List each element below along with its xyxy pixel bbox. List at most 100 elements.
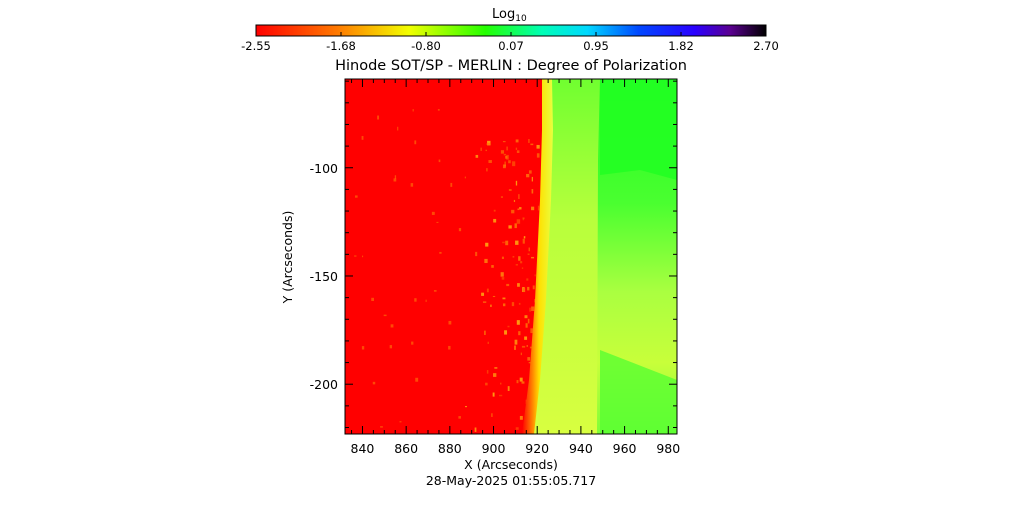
speckle [504,161,506,167]
speckle [515,264,518,266]
speckle [519,415,523,420]
speckle [531,176,533,182]
speckle [518,331,521,336]
speckle [502,303,506,307]
speckle [433,290,437,292]
x-tick-label: 880 [438,441,462,456]
speckle [524,315,528,319]
speckle [361,346,365,350]
speckle [488,160,492,163]
speckle [431,211,435,215]
speckle [512,161,516,167]
speckle [536,153,540,158]
speckle [410,183,414,187]
speckle [537,205,540,211]
speckle [475,251,478,257]
speckle [521,381,525,384]
speckle [354,195,358,198]
speckle [438,159,441,163]
speckle [528,247,530,252]
speckle [464,176,466,179]
speckle [518,256,521,261]
speckle [464,406,467,408]
x-tick-label: 840 [351,441,375,456]
speckle [480,147,482,151]
colorbar-label-base: Log [492,7,515,22]
speckle [393,178,397,182]
chart-title: Hinode SOT/SP - MERLIN : Degree of Polar… [335,58,687,74]
colorbar-tick-label: -0.80 [411,39,441,53]
y-axis: -100 -150 -200 [310,80,677,429]
speckle [507,386,510,391]
speckle [380,426,383,428]
speckle [502,241,505,244]
speckle [458,228,462,232]
x-tick-label: 900 [482,441,506,456]
speckle [505,240,509,246]
speckle [528,170,532,174]
x-tick-label: 980 [656,441,680,456]
speckle [527,253,530,255]
x-tick-label: 960 [613,441,637,456]
speckle [411,341,414,345]
speckle [501,277,505,280]
speckle [521,267,524,269]
speckle [515,147,518,150]
speckle [515,180,518,186]
x-tick-label: 860 [394,441,418,456]
speckle [486,370,489,374]
speckle [458,416,461,419]
speckle [519,207,522,210]
speckle [504,330,508,335]
speckle [484,330,486,335]
speckle [508,225,512,229]
speckle [484,258,488,264]
speckle [500,196,503,198]
speckle [532,285,535,290]
speckle [529,307,531,312]
outer-offlimb-bottom [600,350,677,434]
speckle [493,373,497,377]
speckle [520,261,523,264]
timestamp: 28-May-2025 01:55:05.717 [426,473,596,488]
speckle [493,218,497,223]
speckle [450,182,453,187]
speckle [528,139,530,143]
x-tick-label: 920 [525,441,549,456]
colorbar-tick-label: -2.55 [241,39,271,53]
speckle [502,164,506,169]
speckle [493,209,496,212]
speckle [362,255,364,258]
speckle [507,325,510,328]
speckle [526,173,530,178]
colorbar-label-sub: 10 [515,14,527,24]
speckle [520,352,522,356]
speckle [439,251,442,254]
speckle [354,255,357,257]
speckle [522,217,525,220]
speckle [518,194,520,199]
speckle [516,380,519,384]
speckle [481,292,485,296]
speckle [502,297,506,300]
speckle [383,314,387,317]
y-tick-label: -200 [310,377,338,392]
speckle [372,381,376,385]
colorbar-ticks: -2.55 -1.68 -0.80 0.07 0.95 1.82 2.70 [241,32,779,53]
colorbar-tick-label: 1.82 [668,39,694,53]
speckle [530,328,534,334]
speckle [501,256,504,259]
speckle [515,240,519,245]
x-tick-label: 940 [569,441,593,456]
speckle [474,427,477,432]
speckle [506,154,509,160]
speckle [522,288,526,293]
speckle [436,221,439,223]
speckle [524,336,528,340]
speckle [511,209,515,214]
speckle [485,149,487,152]
speckle [448,345,451,350]
speckle [516,139,519,142]
speckle [415,377,419,382]
speckle [492,295,496,298]
